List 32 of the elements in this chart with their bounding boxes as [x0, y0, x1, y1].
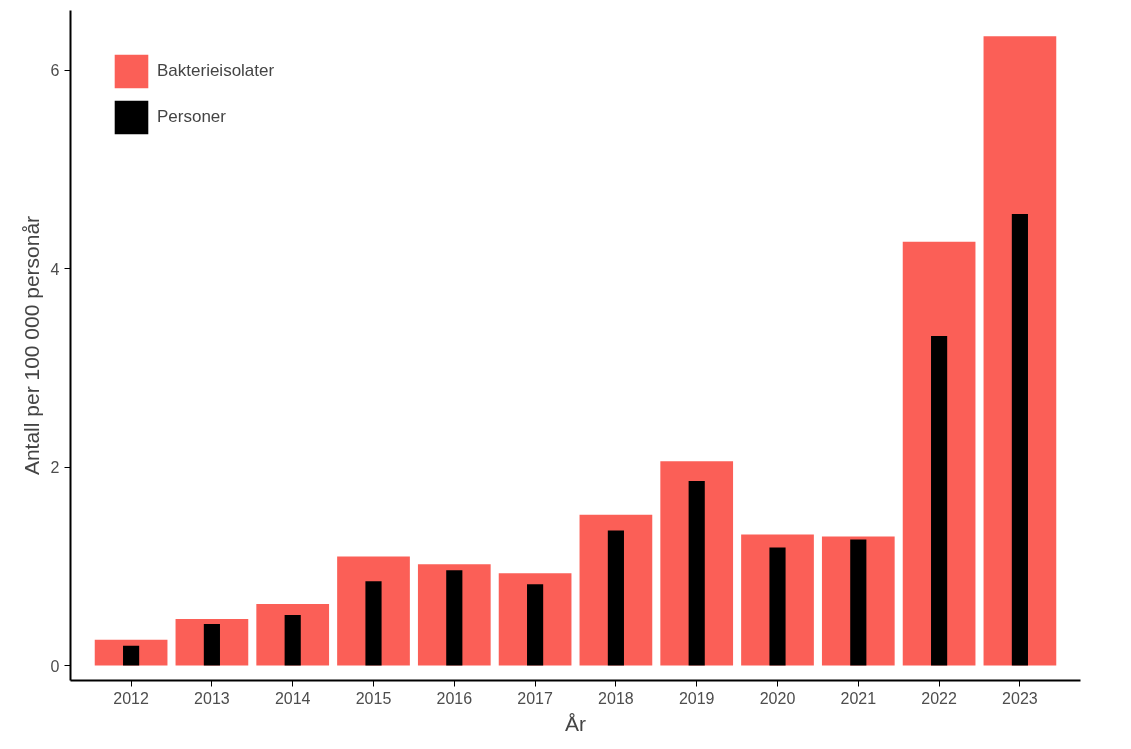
bar — [365, 581, 382, 666]
bar — [688, 480, 705, 666]
x-axis-title: År — [565, 711, 587, 735]
x-tick-label: 2021 — [840, 689, 877, 707]
x-tick-label: 2013 — [194, 689, 230, 707]
bar — [850, 539, 867, 666]
x-tick-label: 2022 — [921, 689, 957, 707]
legend-label: Bakterieisolater — [157, 61, 275, 81]
x-tick-label: 2014 — [274, 689, 311, 707]
y-tick-label: 6 — [50, 62, 60, 80]
x-tick-label: 2017 — [517, 689, 553, 707]
y-tick-label: 4 — [50, 260, 60, 278]
bar — [284, 614, 301, 666]
y-axis-title: Antall per 100 000 personår — [19, 215, 43, 476]
bar — [123, 645, 140, 666]
x-tick-label: 2020 — [759, 689, 796, 707]
bar — [203, 623, 220, 666]
bar — [607, 530, 624, 666]
bar — [446, 570, 463, 666]
x-tick-label: 2019 — [678, 689, 715, 707]
y-tick-label: 2 — [50, 459, 60, 477]
bar — [769, 547, 786, 666]
bar — [527, 584, 544, 666]
x-tick-label: 2018 — [598, 689, 634, 707]
x-tick-label: 2015 — [355, 689, 392, 707]
x-tick-label: 2023 — [1002, 689, 1038, 707]
bar — [1011, 213, 1028, 666]
bar — [931, 336, 948, 666]
x-tick-label: 2012 — [113, 689, 149, 707]
x-tick-label: 2016 — [436, 689, 473, 707]
y-tick-label: 0 — [50, 657, 60, 675]
legend-label: Personer — [157, 107, 226, 127]
